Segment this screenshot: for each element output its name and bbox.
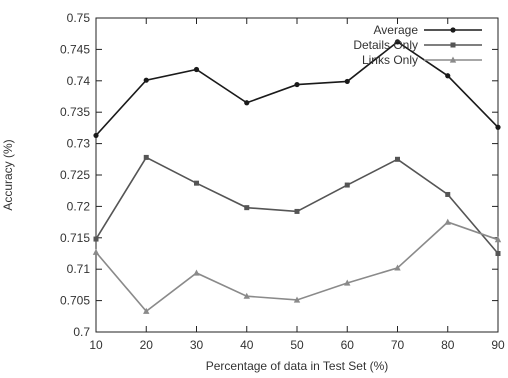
data-point-links-only: [92, 248, 100, 255]
x-tick-label: 50: [290, 338, 304, 352]
y-tick-label: 0.71: [67, 262, 91, 276]
series-line-details-only: [95, 156, 499, 255]
data-point-links-only: [143, 307, 150, 314]
x-tick-label: 10: [89, 338, 103, 352]
y-tick-label: 0.745: [60, 42, 90, 56]
data-point-links-only: [293, 296, 301, 303]
data-point-links-only: [193, 269, 200, 276]
legend-label-links-only: Links Only: [362, 53, 418, 67]
data-point-links-only: [444, 218, 451, 225]
x-axis-label: Percentage of data in Test Set (%): [206, 359, 389, 373]
y-tick-label: 0.735: [60, 105, 90, 119]
y-tick-label: 0.74: [67, 74, 91, 88]
y-tick-label: 0.715: [60, 231, 90, 245]
legend-marker-average: [450, 27, 456, 33]
y-tick-label: 0.7: [73, 325, 90, 339]
legend-label-details-only: Details Only: [353, 38, 418, 52]
data-point-links-only: [344, 279, 351, 286]
series-details-only: [93, 154, 501, 256]
data-point-details-only: [93, 236, 99, 242]
y-tick-label: 0.75: [67, 11, 91, 25]
y-tick-label: 0.705: [60, 294, 90, 308]
data-point-average: [244, 100, 250, 106]
data-point-details-only: [294, 208, 300, 214]
data-point-details-only: [143, 154, 149, 160]
y-axis-label: Accuracy (%): [1, 139, 15, 210]
series-layer: [92, 39, 502, 314]
legend-label-average: Average: [374, 23, 419, 37]
y-tick-label: 0.72: [67, 199, 91, 213]
data-point-details-only: [495, 251, 501, 256]
plot-frame: [95, 17, 499, 333]
data-point-links-only: [243, 292, 250, 299]
x-tick-label: 20: [140, 338, 154, 352]
x-tick-label: 60: [341, 338, 355, 352]
series-average: [93, 39, 501, 139]
data-point-average: [394, 39, 401, 45]
x-tick-label: 40: [240, 338, 254, 352]
data-point-links-only: [394, 264, 401, 271]
x-tick-label: 70: [391, 338, 405, 352]
legend-marker-details-only: [450, 42, 456, 48]
y-tick-label: 0.73: [67, 137, 91, 151]
series-line-average: [95, 40, 499, 136]
x-tick-label: 90: [491, 338, 505, 352]
data-point-details-only: [344, 182, 350, 188]
data-point-average: [495, 124, 501, 130]
data-point-details-only: [445, 191, 451, 197]
data-point-average: [143, 77, 149, 83]
data-point-average: [344, 78, 350, 85]
legend-marker-links-only: [449, 56, 457, 63]
data-point-details-only: [395, 156, 400, 162]
y-tick-label: 0.725: [60, 168, 90, 182]
x-axis-ticks: 10 20 30 40 50 60 70 80 90: [89, 18, 505, 352]
x-tick-label: 30: [190, 338, 204, 352]
data-point-average: [93, 132, 99, 139]
series-links-only: [92, 218, 502, 314]
data-point-average: [294, 81, 300, 88]
x-tick-label: 80: [441, 338, 455, 352]
data-point-average: [193, 66, 200, 73]
data-point-details-only: [194, 180, 199, 186]
data-point-details-only: [244, 205, 250, 211]
y-axis-ticks: 0.7 0.705 0.71 0.715 0.72 0.725 0.73 0.735 0.74 0…: [60, 11, 498, 339]
data-point-average: [445, 73, 451, 79]
data-point-links-only: [494, 236, 502, 243]
